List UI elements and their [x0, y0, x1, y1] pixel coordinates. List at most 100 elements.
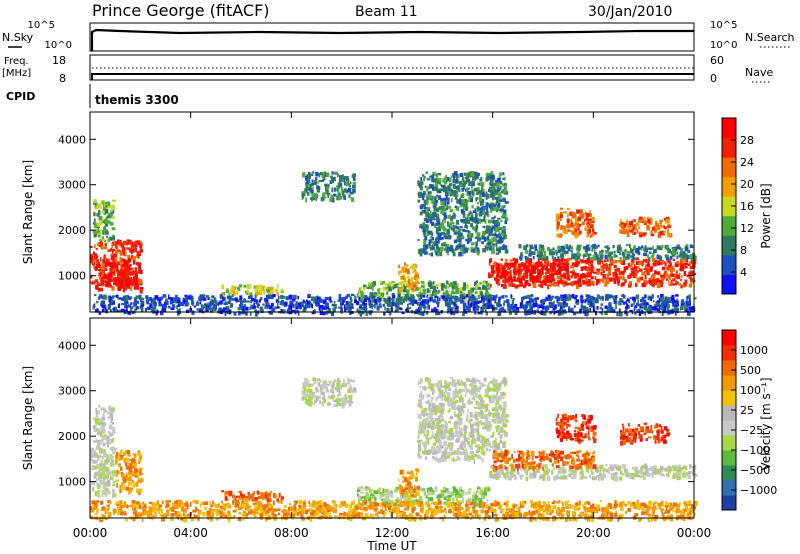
power-cell — [136, 271, 140, 274]
power-cell — [591, 299, 595, 304]
power-cell — [654, 228, 657, 233]
power-cell — [493, 237, 497, 242]
power-cell — [354, 299, 357, 304]
power-cell — [281, 299, 284, 304]
power-cell — [431, 221, 435, 226]
power-cell — [358, 297, 363, 301]
power-cell — [452, 252, 456, 257]
power-cell — [660, 298, 664, 302]
power-cell — [427, 186, 430, 189]
power-cell — [344, 175, 346, 180]
power-cell — [667, 229, 669, 233]
velocity-cell — [100, 435, 104, 438]
power-cell — [356, 308, 359, 312]
power-cell — [674, 282, 678, 286]
nsky-label: N.Sky — [2, 31, 34, 44]
power-cell — [522, 304, 527, 309]
beam-title: Beam 11 — [355, 4, 418, 20]
power-cell — [422, 226, 426, 229]
power-cell — [302, 309, 307, 312]
power-cell — [430, 293, 433, 298]
power-cell — [485, 288, 488, 292]
power-cell — [652, 306, 655, 310]
power-cell — [433, 223, 437, 229]
power-cell — [466, 199, 470, 203]
velocity-cell — [417, 487, 421, 491]
power-cell — [647, 260, 650, 264]
power-cell — [145, 295, 149, 300]
power-cell — [250, 294, 253, 299]
power-cell — [295, 304, 298, 310]
power-cell — [498, 249, 501, 253]
power-cell — [346, 294, 350, 297]
velocity-cell — [316, 389, 319, 393]
power-cell — [449, 190, 454, 196]
power-cell — [107, 249, 111, 252]
power-cell — [499, 199, 503, 202]
power-cell — [407, 275, 410, 279]
power-cell — [132, 272, 136, 276]
power-cell — [458, 287, 463, 292]
power-cell — [465, 294, 468, 298]
power-cell — [474, 305, 477, 308]
power-cell — [104, 229, 109, 232]
velocity-cell — [100, 431, 103, 436]
power-cell — [680, 278, 682, 282]
power-cell — [419, 181, 424, 186]
power-cell — [442, 227, 447, 232]
power-cell — [627, 304, 630, 309]
power-cell — [494, 215, 496, 219]
power-cell — [347, 308, 351, 313]
velocity-cell — [324, 379, 326, 383]
power-cell — [555, 214, 560, 218]
power-cell — [492, 195, 495, 201]
velocity-cell — [133, 468, 137, 473]
power-cell — [333, 176, 336, 182]
power-cell — [452, 175, 456, 178]
power-cell — [504, 249, 509, 254]
power-cell — [327, 193, 329, 198]
power-cell — [459, 219, 462, 222]
power-cell — [576, 311, 579, 314]
power-cell — [674, 311, 677, 316]
power-cell — [445, 302, 449, 307]
power-cell — [93, 233, 97, 238]
power-cell — [575, 228, 577, 233]
power-cell — [460, 235, 465, 239]
power-cell — [172, 304, 176, 308]
power-cell — [96, 230, 101, 233]
power-cell — [546, 279, 550, 283]
power-cell — [605, 277, 608, 281]
power-cell — [565, 264, 569, 268]
power-cell — [524, 256, 528, 260]
power-cell — [445, 290, 449, 295]
velocity-cell — [112, 489, 116, 492]
power-cell — [391, 301, 395, 307]
power-cell — [638, 246, 643, 250]
power-cell — [484, 245, 488, 250]
power-cell — [633, 245, 636, 250]
power-cell — [489, 284, 492, 288]
power-cell — [485, 311, 488, 316]
power-cell — [541, 299, 545, 303]
power-cell — [629, 296, 632, 300]
power-cell — [454, 247, 457, 251]
power-cell — [434, 196, 437, 202]
power-cell — [442, 178, 445, 183]
velocity-cell — [100, 407, 105, 411]
power-cell — [522, 267, 525, 270]
power-cell — [468, 294, 470, 299]
power-cell — [630, 283, 632, 288]
power-cell — [137, 251, 141, 256]
power-cell — [407, 307, 412, 310]
power-cell — [539, 273, 542, 278]
power-cell — [476, 224, 478, 227]
power-cell — [319, 310, 324, 316]
power-cell — [124, 300, 127, 304]
velocity-cell — [94, 491, 98, 496]
power-cell — [524, 279, 529, 284]
power-cell — [274, 306, 277, 310]
power-cell — [558, 310, 562, 316]
velocity-cell — [98, 440, 102, 445]
power-cell — [427, 218, 431, 223]
